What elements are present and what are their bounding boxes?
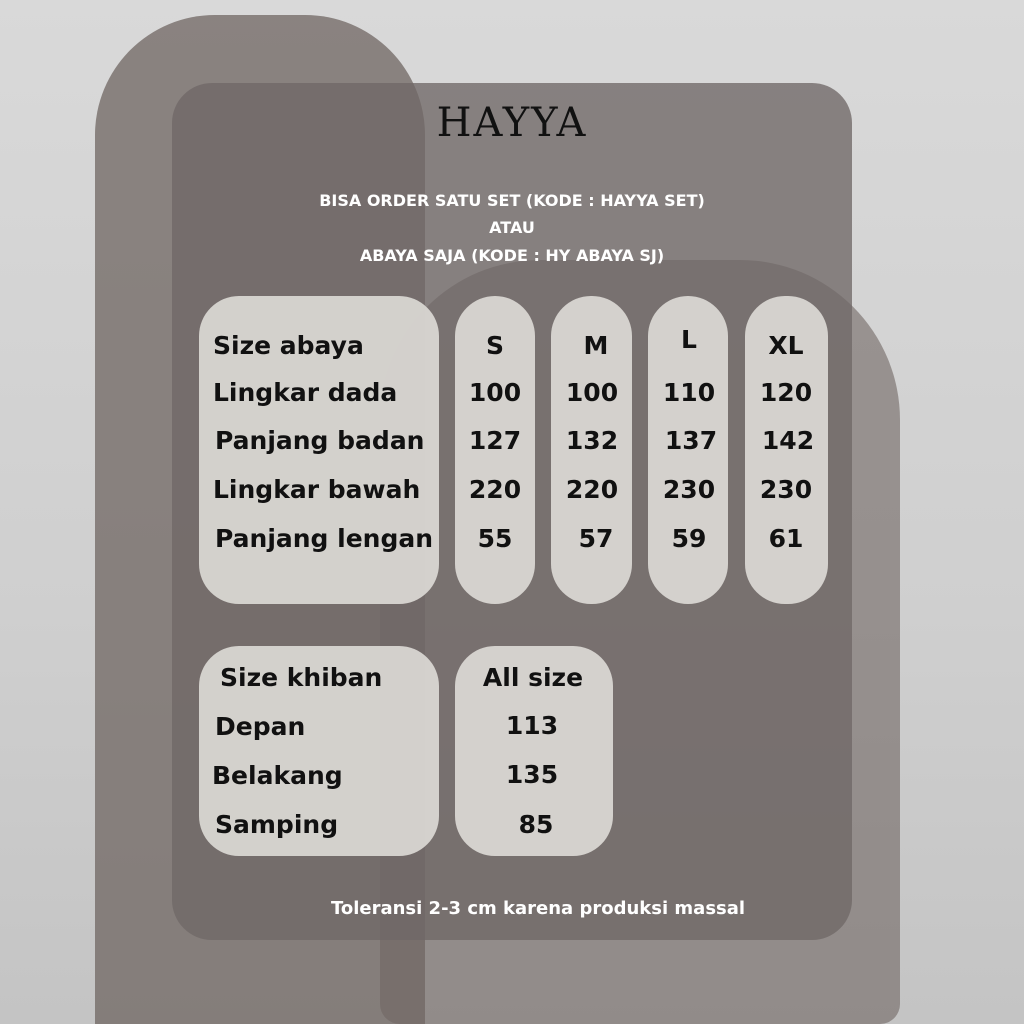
cell: 113: [505, 711, 559, 740]
cell: 100: [565, 378, 619, 407]
cell: 59: [671, 524, 707, 553]
cell: 142: [761, 426, 815, 455]
cell: 220: [468, 475, 522, 504]
size-m-column: [551, 296, 632, 604]
cell: 230: [662, 475, 716, 504]
size-l-column: [648, 296, 728, 604]
row-label: Panjang badan: [215, 426, 425, 455]
brand-logo: HAYYA: [436, 100, 588, 146]
cell: 61: [768, 524, 804, 553]
row-label: Belakang: [212, 761, 343, 790]
row-label: Lingkar dada: [213, 378, 398, 407]
cell: 127: [468, 426, 522, 455]
cell: 230: [759, 475, 813, 504]
row-label: Samping: [215, 810, 339, 839]
order-line-2: ATAU: [489, 218, 535, 237]
size-label: M: [583, 331, 609, 360]
cell: 100: [468, 378, 522, 407]
abaya-header: Size abaya: [213, 331, 364, 360]
size-s-column: [455, 296, 535, 604]
row-label: Depan: [215, 712, 306, 741]
cell: 85: [518, 810, 554, 839]
cell: 120: [759, 378, 813, 407]
khiban-header: Size khiban: [220, 663, 383, 692]
cell: 55: [477, 524, 513, 553]
size-label: S: [485, 331, 505, 360]
cell: 137: [664, 426, 718, 455]
order-line-1: BISA ORDER SATU SET (KODE : HAYYA SET): [319, 191, 705, 210]
cell: 135: [505, 760, 559, 789]
abaya-labels-box: [199, 296, 439, 604]
row-label: Lingkar bawah: [213, 475, 421, 504]
khiban-size: All size: [482, 663, 584, 692]
cell: 220: [565, 475, 619, 504]
tolerance-note: Toleransi 2-3 cm karena produksi massal: [330, 898, 746, 919]
khiban-labels-box: [199, 646, 439, 856]
order-line-3: ABAYA SAJA (KODE : HY ABAYA SJ): [359, 246, 665, 265]
size-xl-column: [745, 296, 828, 604]
cell: 132: [565, 426, 619, 455]
cell: 57: [578, 524, 614, 553]
size-label: XL: [768, 331, 804, 360]
size-label: L: [681, 325, 697, 354]
row-label: Panjang lengan: [215, 524, 434, 553]
cell: 110: [662, 378, 716, 407]
khiban-values-box: [455, 646, 613, 856]
